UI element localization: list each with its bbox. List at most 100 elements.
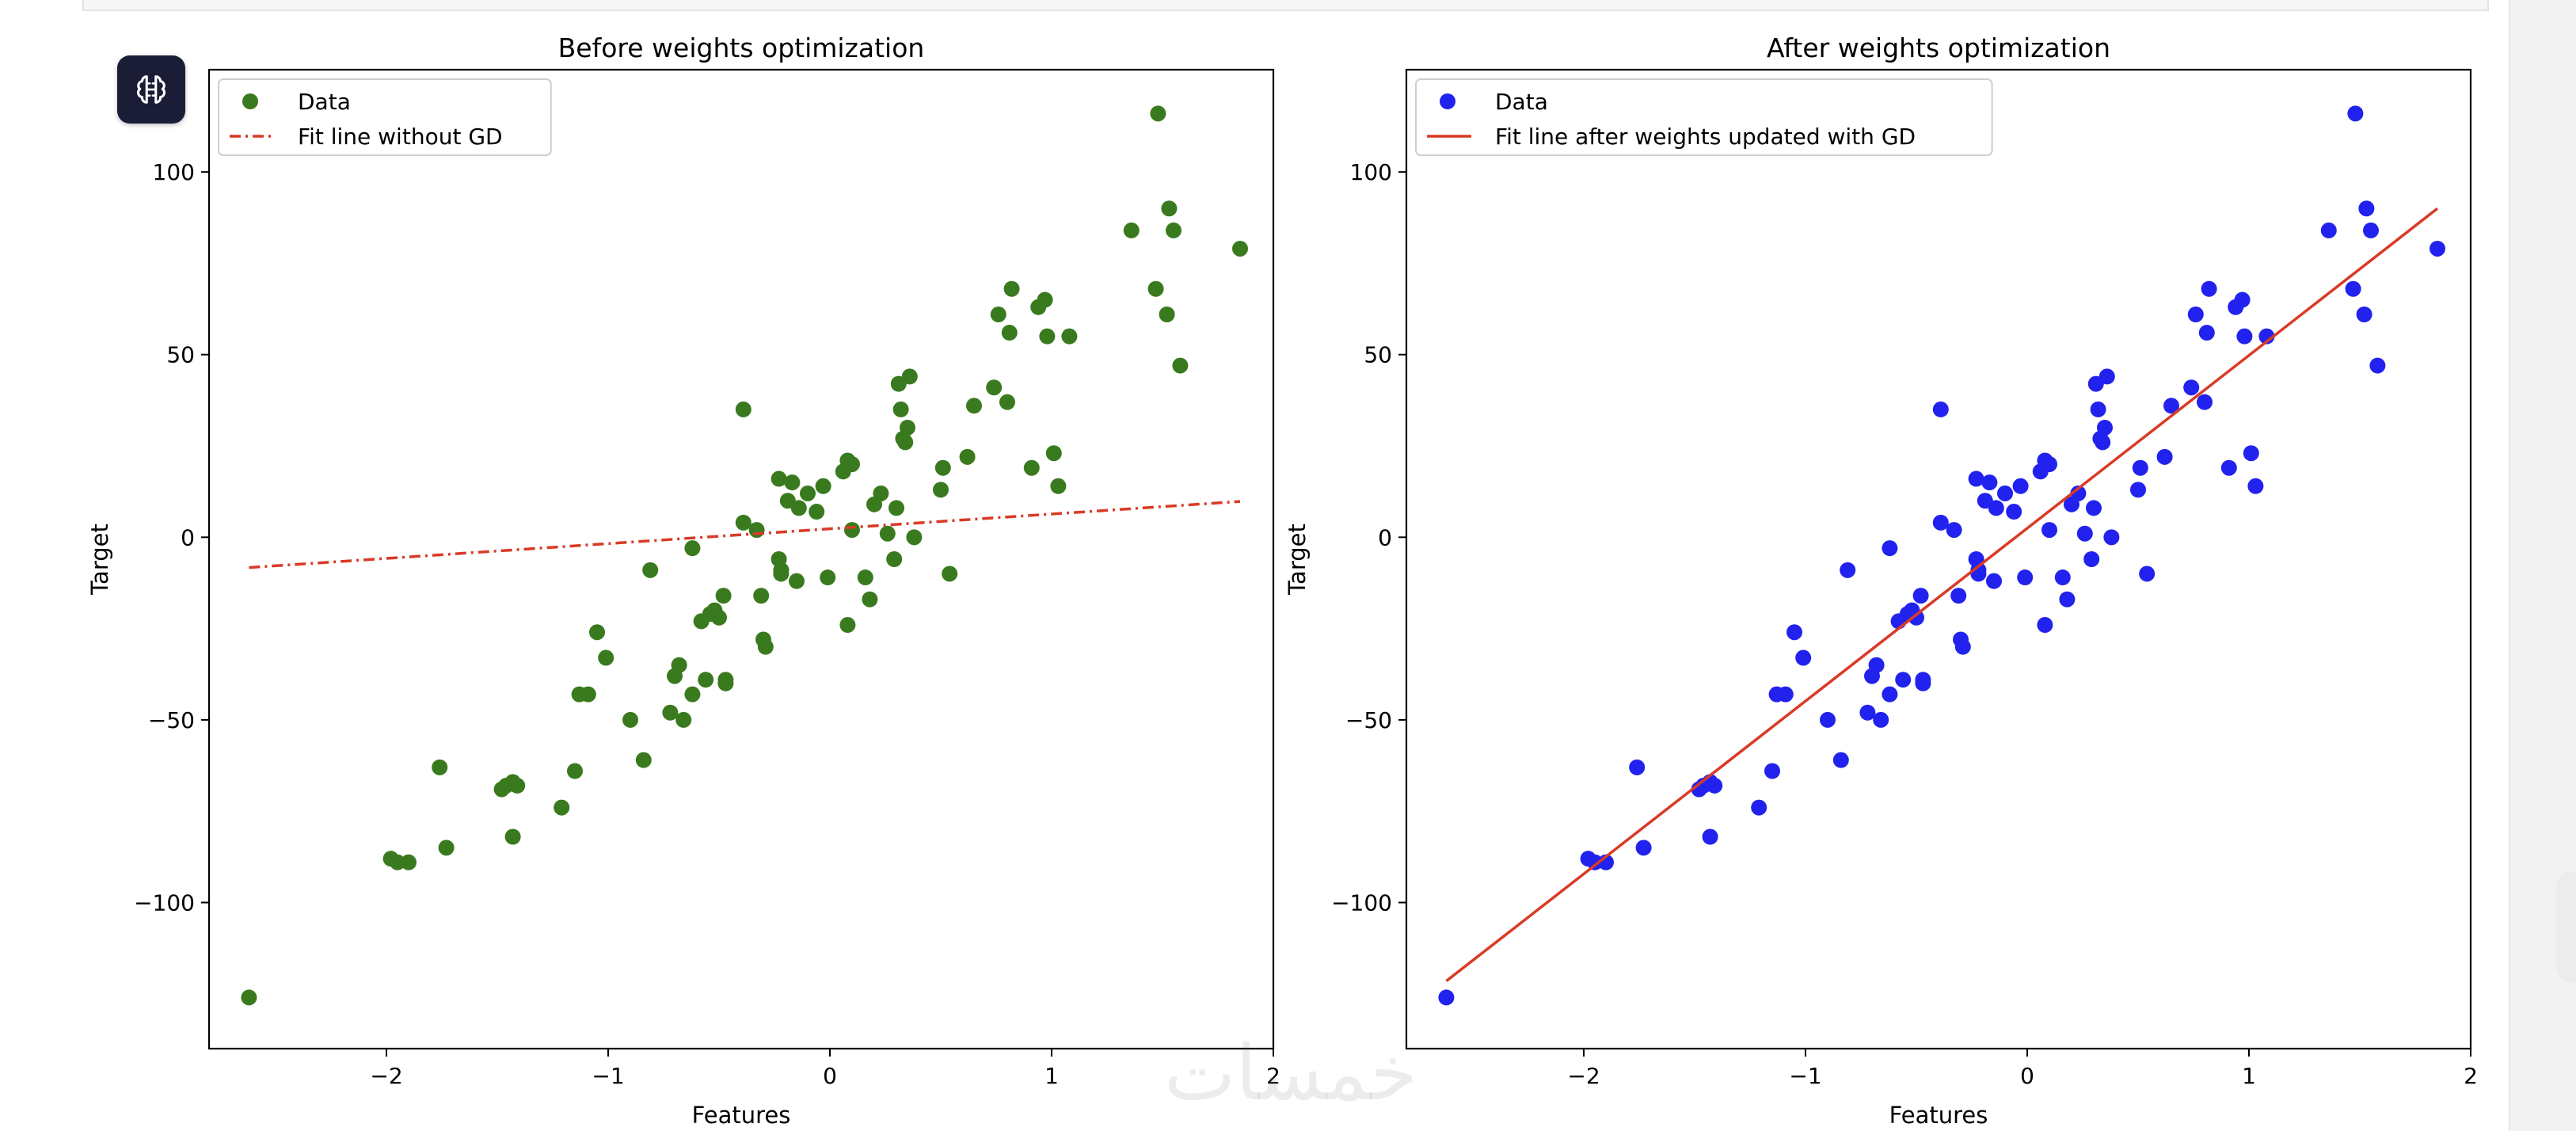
x-tick-label: −1 [1789,1063,1821,1089]
data-point [662,704,679,721]
data-point [2076,525,2093,542]
data-point [2139,566,2156,582]
data-point [839,617,856,634]
plot-area [207,68,1275,1050]
x-tick-label: 0 [2020,1063,2034,1089]
data-point [698,672,714,688]
data-point [2086,500,2102,516]
assistant-button[interactable] [117,55,185,124]
data-point [1820,711,1836,728]
data-point [906,529,923,546]
data-point [1232,240,1248,257]
data-point [2347,105,2364,122]
data-point [820,569,836,586]
data-point [873,485,889,501]
legend-marker [242,93,258,109]
data-point [711,609,727,626]
data-point [1873,711,1889,728]
y-tick-label: 100 [153,159,195,185]
data-point [715,588,732,604]
data-point [2070,485,2087,501]
data-point [959,448,976,465]
data-point [2054,569,2071,586]
data-point [2083,551,2100,567]
data-point [2132,459,2148,476]
data-point [748,522,765,539]
y-tick-label: −50 [148,707,195,733]
x-tick-label: −2 [1567,1063,1600,1089]
data-point [879,525,896,542]
legend: Data Fit line after weights updated with … [1415,78,1993,156]
data-point [1981,474,1998,491]
chart-title: Before weights optimization [558,32,925,63]
y-tick-label: −50 [1345,707,1392,733]
data-point [844,456,860,473]
data-point [438,840,455,856]
data-point [2059,591,2076,607]
plot-area [1405,68,2472,1050]
data-point [2183,379,2200,396]
data-point [717,672,734,688]
x-tick-label: 2 [1266,1063,1280,1089]
data-point [2012,478,2029,494]
data-point [1915,672,1931,688]
data-point [598,649,615,666]
data-point [1777,686,1794,703]
data-point [753,588,770,604]
data-point [2156,448,2173,465]
data-point [1859,704,1876,721]
data-point [1751,799,1767,816]
legend-entry: Fit line after weights updated with GD [1495,124,1916,150]
data-point [1587,854,1603,870]
data-point [986,379,1003,396]
data-point [2430,240,2445,257]
data-point [1786,624,1802,641]
data-point [1123,222,1140,238]
data-point [2097,419,2113,436]
data-point [642,562,659,578]
data-point [2234,291,2251,308]
data-point [2017,569,2034,586]
data-point [2356,307,2372,322]
y-tick-label: −100 [1331,890,1392,916]
data-point [757,638,774,655]
data-point [2103,529,2120,546]
legend-entry: Data [1495,89,1548,115]
data-point [771,470,787,487]
data-point [815,478,831,494]
data-point [1150,105,1166,122]
legend-marker [1440,93,1455,109]
chart-title: After weights optimization [1767,32,2110,63]
y-axis-label: Target [86,524,113,596]
data-point [390,854,405,870]
data-point [241,989,257,1006]
data-point [1868,657,1885,673]
data-point [790,500,807,516]
data-point [886,551,903,567]
data-point [1997,485,2013,501]
data-point [773,566,790,582]
data-point [1882,540,1898,557]
data-point [1635,840,1652,856]
data-point [1968,470,1984,487]
data-point [622,711,638,728]
data-point [1954,638,1971,655]
data-point [1438,989,1455,1006]
data-point [1039,328,1056,345]
scroll-thumb[interactable] [2556,871,2576,982]
data-point [2095,434,2111,451]
legend-box [1415,78,1993,156]
data-point [897,434,914,451]
data-point [1795,649,1812,666]
y-tick-label: 0 [181,524,195,550]
data-point [2243,445,2259,462]
x-tick-label: 0 [823,1063,837,1089]
data-point [1045,445,1062,462]
x-tick-label: 1 [1044,1063,1059,1089]
data-point [554,799,570,816]
data-point [2236,328,2253,345]
y-axis-label: Target [1284,524,1311,596]
x-tick-label: −2 [370,1063,402,1089]
scatter-series [241,105,1248,1006]
legend-box [218,78,552,156]
